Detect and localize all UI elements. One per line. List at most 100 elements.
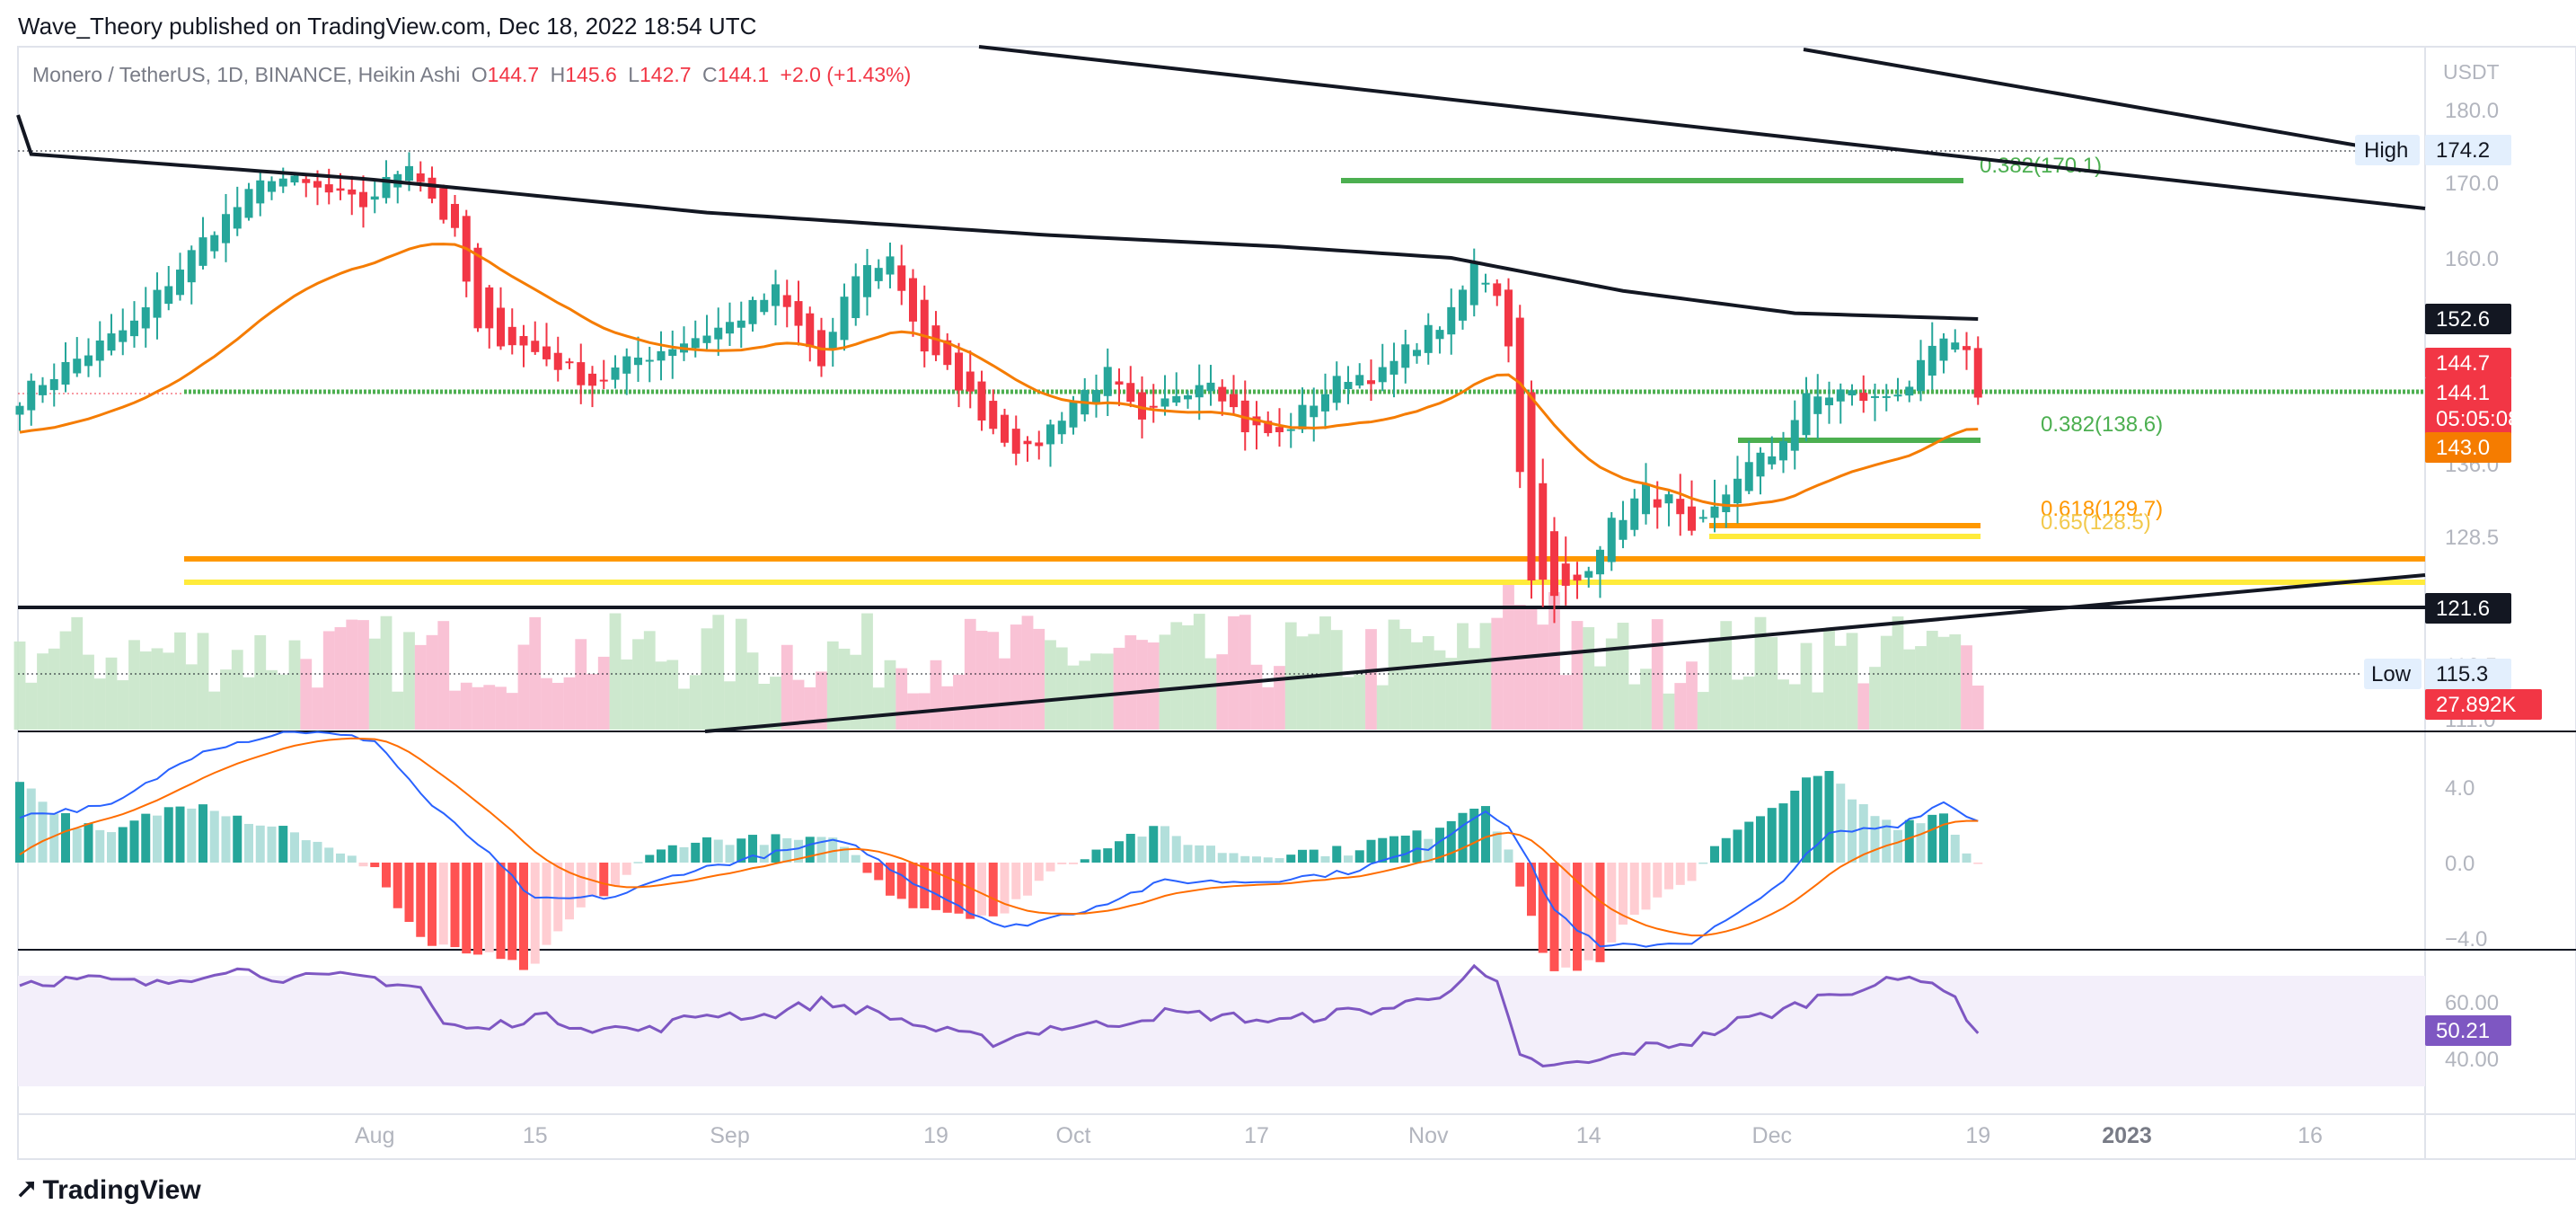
candle-body (1917, 359, 1925, 392)
candle-body (1710, 506, 1719, 518)
volume-bar (117, 680, 129, 730)
rsi-tick-label: 40.00 (2445, 1048, 2499, 1072)
candle-body (909, 278, 917, 322)
time-tick-label: 2023 (2102, 1123, 2152, 1148)
macd-histogram-bar (1538, 863, 1548, 953)
macd-histogram-bar (1000, 863, 1010, 914)
candle-body (772, 284, 780, 306)
volume-bar (838, 648, 851, 730)
time-tick-label: Dec (1752, 1123, 1792, 1148)
candle-body (794, 301, 803, 326)
candle-body (1389, 360, 1398, 375)
low-value: 142.7 (639, 63, 692, 86)
candle-body (256, 180, 265, 204)
candle-body (278, 178, 287, 187)
macd-histogram-bar (553, 863, 563, 932)
candle-body (714, 327, 723, 340)
candle-body (451, 203, 459, 228)
candle-body (507, 326, 516, 346)
volume-bar (895, 668, 908, 730)
candle-body (1092, 390, 1100, 403)
macd-histogram-bar (163, 807, 173, 863)
macd-histogram-bar (1916, 823, 1926, 863)
macd-histogram-bar (1023, 863, 1032, 896)
candle-body (1688, 506, 1696, 531)
candle-body (1286, 429, 1295, 431)
volume-bar (609, 613, 622, 730)
candle-body (497, 307, 505, 347)
candle-body (1275, 427, 1284, 433)
candle-body (1882, 395, 1891, 398)
macd-histogram-bar (1354, 850, 1364, 863)
macd-histogram-bar (1057, 863, 1067, 864)
volume-bar (1216, 654, 1229, 730)
candle-body (141, 307, 150, 329)
candle-body (702, 335, 711, 343)
volume-bar (1101, 653, 1114, 730)
candle-body (1401, 344, 1410, 368)
candle-body (691, 338, 700, 349)
candle-body (1963, 346, 1971, 350)
volume-bar (1559, 675, 1572, 730)
volume-bar (1262, 686, 1275, 730)
volume-bar (13, 641, 26, 730)
macd-histogram-bar (691, 842, 701, 863)
candle-body (233, 207, 242, 229)
volume-bar (277, 674, 289, 730)
volume-bar (1571, 621, 1584, 730)
macd-histogram-bar (1641, 863, 1651, 910)
macd-histogram-bar (587, 863, 597, 897)
macd-histogram-bar (1492, 831, 1502, 863)
volume-bar (1720, 621, 1733, 730)
volume-bar (597, 656, 610, 730)
volume-bar (449, 690, 461, 730)
candle-body (828, 332, 837, 349)
candle-body (416, 173, 425, 182)
volume-bar (1033, 628, 1045, 730)
volume-bar (1445, 658, 1458, 730)
tradingview-brand: ⭧ TradingView (18, 1175, 201, 1206)
macd-histogram-bar (175, 806, 185, 863)
low-label: Low (2371, 662, 2412, 686)
candle-body (313, 181, 322, 188)
volume-bar (392, 691, 404, 730)
ema-tag-bg (2425, 432, 2511, 463)
support-tag-bg (2425, 593, 2511, 624)
macd-histogram-bar (1171, 836, 1181, 863)
volume-bar (804, 686, 816, 730)
macd-histogram-bar (1378, 837, 1388, 863)
volume-bar (872, 687, 885, 730)
macd-histogram-bar (576, 863, 586, 908)
volume-bar (1193, 614, 1205, 730)
macd-histogram-bar (794, 839, 803, 863)
volume-bar (655, 661, 667, 730)
volume-bar (1961, 645, 1972, 730)
macd-histogram-bar (1549, 863, 1559, 971)
candle-body (851, 276, 860, 319)
candle-body (531, 341, 540, 352)
candle-body (611, 367, 620, 380)
macd-histogram-bar (484, 863, 494, 952)
candle-body (1184, 395, 1192, 400)
macd-histogram-bar (1275, 858, 1284, 863)
candle-body (27, 380, 36, 411)
macd-histogram-bar (1607, 863, 1617, 943)
macd-histogram-bar (920, 863, 930, 908)
volume-bar (1010, 624, 1022, 730)
candle-body (1939, 338, 1948, 361)
trend-lines (704, 45, 2426, 733)
support-lines (18, 150, 2425, 675)
candle-body (668, 349, 677, 357)
candle-body (15, 405, 24, 415)
candle-body (1046, 424, 1054, 445)
macd-histogram-bar (954, 863, 964, 914)
candle-body (565, 361, 574, 364)
candle-body (897, 265, 906, 291)
volume-bar (1686, 661, 1698, 730)
volume-bar (151, 648, 163, 730)
macd-tick-label: −4.0 (2445, 927, 2487, 952)
tradingview-logo-icon: ⭧ (18, 1175, 36, 1205)
macd-histogram-bar (1515, 863, 1525, 887)
candle-body (439, 188, 448, 220)
